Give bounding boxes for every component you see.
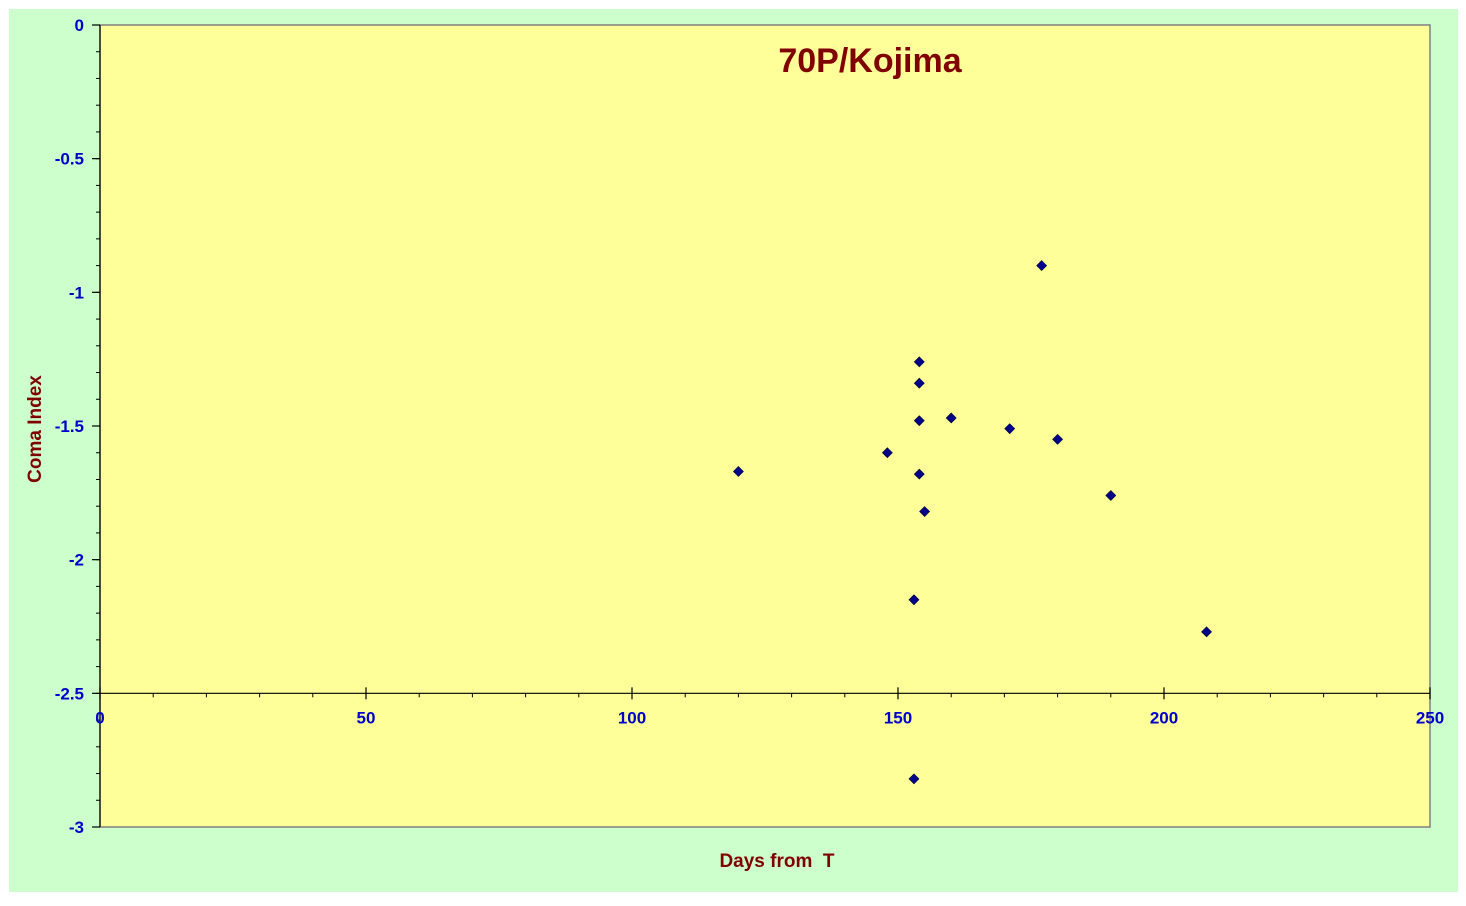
data-point (913, 468, 925, 480)
y-axis-title: Coma Index (25, 375, 46, 483)
data-point (1105, 490, 1117, 501)
x-tick-label: 50 (357, 708, 376, 727)
data-points (732, 260, 1212, 785)
data-point (913, 356, 925, 368)
data-point (908, 773, 920, 785)
x-axis-title: Days from T (719, 851, 834, 872)
data-point (1036, 260, 1048, 272)
data-point (945, 412, 957, 424)
x-tick-label: 100 (618, 708, 646, 727)
plot-area (99, 24, 1431, 828)
data-point (881, 447, 893, 459)
data-point (1052, 433, 1064, 445)
axes (92, 24, 1431, 828)
data-point (913, 415, 925, 427)
data-point (1004, 423, 1016, 435)
data-point (913, 377, 925, 389)
y-tick-labels: 0 -0.5 -1 -1.5 -2 -2.5 -3 (55, 16, 84, 837)
data-point (908, 594, 920, 606)
x-tick-label: 200 (1150, 708, 1178, 727)
y-tick-label: -2.5 (55, 684, 84, 703)
x-tick-label: 150 (884, 708, 912, 727)
data-point (732, 466, 744, 477)
data-point (1201, 626, 1212, 638)
y-tick-label: -0.5 (55, 150, 84, 169)
data-point (919, 506, 931, 517)
y-tick-label: -1 (69, 283, 84, 302)
y-tick-label: 0 (75, 16, 84, 35)
y-tick-label: -3 (69, 818, 84, 837)
y-tick-label: -2 (69, 551, 84, 570)
x-tick-labels: 0 50 100 150 200 250 (95, 708, 1444, 727)
x-tick-label: 0 (95, 708, 104, 727)
y-tick-label: -1.5 (55, 417, 84, 436)
chart-title: 70P/Kojima (778, 42, 962, 80)
x-tick-label: 250 (1416, 708, 1444, 727)
